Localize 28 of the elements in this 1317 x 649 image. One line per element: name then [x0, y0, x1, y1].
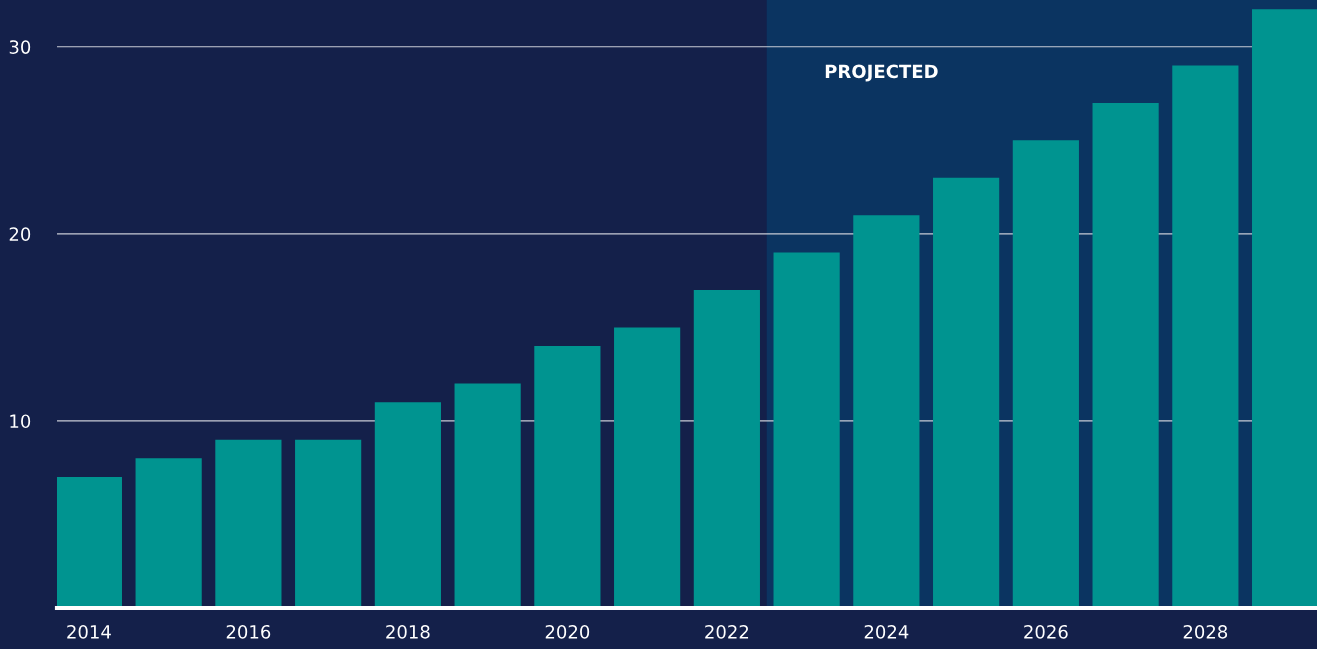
- bar: [534, 346, 601, 608]
- x-tick-label: 2026: [1024, 624, 1068, 639]
- bar: [295, 439, 362, 608]
- bar: [1252, 9, 1317, 608]
- bar: [693, 289, 760, 608]
- x-tick-label: 2022: [705, 624, 749, 639]
- bar: [933, 177, 1000, 608]
- bar: [853, 215, 920, 608]
- bar: [135, 458, 202, 608]
- y-tick-label: 20: [9, 227, 31, 241]
- bar: [1012, 140, 1079, 608]
- bar: [57, 477, 122, 608]
- bar: [1172, 65, 1239, 608]
- bar: [215, 439, 282, 608]
- x-tick-label: 2016: [226, 624, 271, 639]
- x-tick-label: 2024: [864, 624, 909, 639]
- x-tick-label: 2014: [67, 624, 111, 639]
- bar: [773, 252, 840, 608]
- bar: [374, 402, 441, 608]
- y-tick-label: 30: [9, 40, 31, 54]
- band-label: PROJECTED: [825, 64, 938, 82]
- y-tick-label: 10: [10, 414, 31, 429]
- x-tick-label: 2028: [1183, 624, 1228, 639]
- bar: [454, 383, 521, 608]
- bar: [614, 327, 681, 608]
- x-tick-label: 2018: [386, 624, 430, 639]
- bar: [1092, 102, 1159, 608]
- x-tick-label: 2020: [545, 624, 590, 639]
